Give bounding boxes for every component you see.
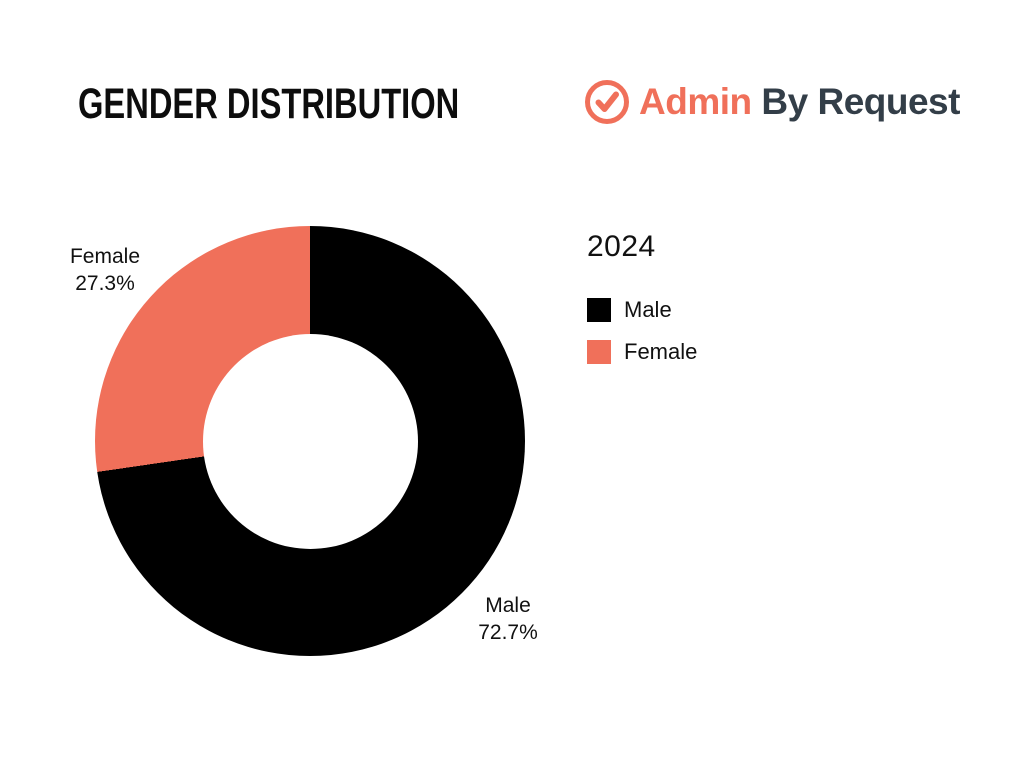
slice-label-female-pct: 27.3% <box>75 272 135 295</box>
slice-label-male: Male 72.7% <box>438 592 578 646</box>
legend-swatch-female <box>587 340 611 364</box>
legend-year: 2024 <box>587 230 656 263</box>
logo-wordmark: Admin By Request <box>639 81 960 123</box>
legend-item-male: Male <box>587 297 697 322</box>
brand-logo: Admin By Request <box>584 79 960 125</box>
slice-label-female-name: Female <box>69 245 141 268</box>
slice-label-female: Female 27.3% <box>35 243 175 297</box>
page-title: GENDER DISTRIBUTION <box>78 80 460 128</box>
check-circle-icon <box>584 79 630 125</box>
legend-items: Male Female <box>587 297 698 364</box>
donut-hole <box>202 333 418 549</box>
legend: 2024 Male Female <box>587 230 697 382</box>
legend-label-female: Female <box>624 339 698 364</box>
legend-label-male: Male <box>624 297 672 322</box>
legend-item-female: Female <box>587 339 698 364</box>
slice-label-male-name: Male <box>485 594 531 617</box>
donut-chart <box>95 226 525 656</box>
slice-label-male-pct: 72.7% <box>478 621 538 644</box>
logo-word-admin: Admin <box>639 81 752 122</box>
logo-word-by-request: By Request <box>761 81 960 122</box>
legend-swatch-male <box>587 298 611 322</box>
